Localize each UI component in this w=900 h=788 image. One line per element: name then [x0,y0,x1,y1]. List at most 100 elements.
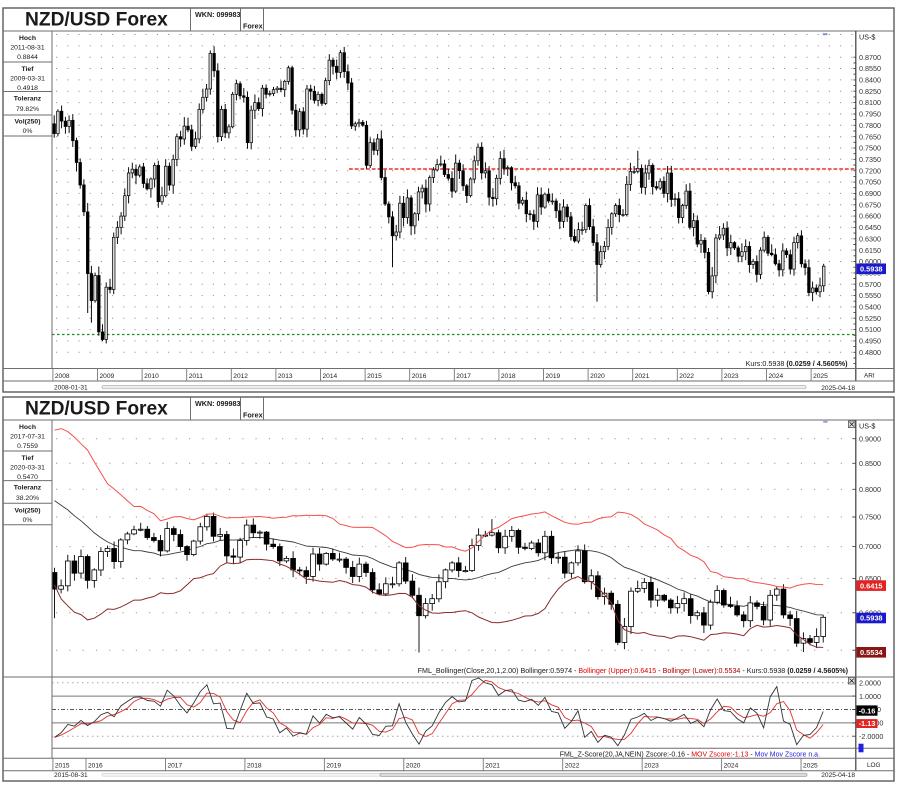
svg-text:38.20%: 38.20% [16,495,39,502]
svg-text:2015-08-31: 2015-08-31 [54,772,88,779]
svg-text:2017: 2017 [167,763,182,770]
svg-text:0.5700: 0.5700 [859,280,881,289]
svg-text:2011: 2011 [189,373,204,380]
svg-text:2009: 2009 [100,373,115,380]
svg-text:0.7000: 0.7000 [859,542,881,551]
svg-text:0.7050: 0.7050 [859,178,881,187]
svg-text:0%: 0% [23,517,33,524]
svg-text:0.6450: 0.6450 [859,223,881,232]
svg-text:2025: 2025 [813,373,828,380]
svg-text:-0.16: -0.16 [859,706,876,715]
svg-text:Tief: Tief [22,455,35,462]
svg-text:0.7350: 0.7350 [859,155,881,164]
svg-text:-1.13: -1.13 [859,719,876,728]
svg-text:2012: 2012 [233,373,248,380]
svg-text:0.5550: 0.5550 [859,291,881,300]
svg-text:0.5534: 0.5534 [860,648,883,657]
svg-text:0.8844: 0.8844 [17,54,38,61]
svg-text:2010: 2010 [144,373,159,380]
svg-text:0.4918: 0.4918 [17,85,38,92]
svg-text:79.82%: 79.82% [16,106,39,113]
svg-text:0.4950: 0.4950 [859,337,881,346]
svg-text:0.9000: 0.9000 [859,434,881,443]
svg-text:WKN: 099983: WKN: 099983 [195,399,241,408]
svg-text:2020: 2020 [406,763,421,770]
svg-text:0.7950: 0.7950 [859,110,881,119]
svg-text:0.6750: 0.6750 [859,200,881,209]
svg-text:0.5100: 0.5100 [859,325,881,334]
svg-text:2014: 2014 [323,373,338,380]
svg-text:2021: 2021 [635,373,650,380]
svg-text:Vol(250): Vol(250) [15,119,41,126]
svg-text:Forex: Forex [243,411,263,420]
svg-text:2022: 2022 [679,373,694,380]
svg-text:Toleranz: Toleranz [14,96,42,103]
svg-text:2015: 2015 [367,373,382,380]
svg-text:2025-04-18: 2025-04-18 [821,385,855,392]
svg-text:2013: 2013 [278,373,293,380]
svg-text:0.5250: 0.5250 [859,314,881,323]
svg-text:0.6150: 0.6150 [859,246,881,255]
svg-text:FML_Bollinger(Close,20,1,2.00): FML_Bollinger(Close,20,1,2.00) Bollinger… [418,667,849,675]
svg-text:US-$: US-$ [859,422,875,431]
svg-text:2008: 2008 [55,373,70,380]
svg-text:0.5938: 0.5938 [860,614,883,623]
svg-text:0.8000: 0.8000 [859,485,881,494]
svg-text:0.7559: 0.7559 [17,443,38,450]
svg-text:2019: 2019 [546,373,561,380]
svg-text:0.7500: 0.7500 [859,144,881,153]
svg-text:0.6500: 0.6500 [859,574,881,583]
svg-text:2023: 2023 [724,373,739,380]
svg-text:0.6415: 0.6415 [860,581,883,590]
svg-text:2009-03-31: 2009-03-31 [10,75,45,82]
svg-text:1.0000: 1.0000 [859,692,881,701]
svg-text:0.6600: 0.6600 [859,212,881,221]
svg-text:0.8400: 0.8400 [859,76,881,85]
svg-text:2020: 2020 [590,373,605,380]
svg-text:2020-03-31: 2020-03-31 [10,464,45,471]
svg-text:0.6000: 0.6000 [859,257,881,266]
svg-text:-2.0000: -2.0000 [859,732,883,741]
svg-text:2019: 2019 [326,763,341,770]
svg-text:2017-07-31: 2017-07-31 [10,433,45,440]
svg-text:Toleranz: Toleranz [14,485,42,492]
svg-text:0.8250: 0.8250 [859,87,881,96]
svg-text:2011-08-31: 2011-08-31 [10,44,44,51]
svg-text:2018: 2018 [501,373,516,380]
svg-text:0.5938: 0.5938 [860,265,883,274]
svg-text:2017: 2017 [456,373,471,380]
svg-text:2022: 2022 [565,763,580,770]
svg-text:Tief: Tief [22,66,35,73]
svg-text:0.8550: 0.8550 [859,64,881,73]
svg-text:0.5400: 0.5400 [859,303,881,312]
svg-text:0.7200: 0.7200 [859,166,881,175]
svg-text:2024: 2024 [769,373,784,380]
svg-text:Hoch: Hoch [19,424,36,431]
svg-text:0.8500: 0.8500 [859,459,881,468]
svg-text:Kurs:0.5938 (0.0259 / 4.5605%): Kurs:0.5938 (0.0259 / 4.5605%) [746,359,849,368]
svg-text:2008-01-31: 2008-01-31 [54,385,88,392]
svg-text:2015: 2015 [55,763,70,770]
svg-text:2016: 2016 [412,373,427,380]
svg-text:2018: 2018 [247,763,262,770]
svg-text:2025: 2025 [803,763,818,770]
svg-text:0.7650: 0.7650 [859,132,881,141]
svg-text:2016: 2016 [88,763,103,770]
svg-text:Hoch: Hoch [19,35,36,42]
svg-text:NZD/USD Forex: NZD/USD Forex [25,10,168,31]
svg-text:ARI: ARI [864,373,875,380]
svg-text:0%: 0% [23,128,33,135]
svg-text:0.7800: 0.7800 [859,121,881,130]
svg-text:Forex: Forex [243,22,263,31]
svg-text:2021: 2021 [485,763,500,770]
svg-text:0.8700: 0.8700 [859,53,881,62]
svg-text:Vol(250): Vol(250) [15,508,41,515]
svg-text:0.7500: 0.7500 [859,513,881,522]
svg-text:2023: 2023 [644,763,659,770]
svg-text:LOG: LOG [867,762,881,769]
svg-text:2024: 2024 [724,763,739,770]
svg-text:US-$: US-$ [859,33,875,42]
svg-text:0.4800: 0.4800 [859,348,881,357]
svg-text:0.6900: 0.6900 [859,189,881,198]
svg-text:FML_Z-Score(20,JA,NEIN) Zscore: FML_Z-Score(20,JA,NEIN) Zscore:-0.16 - M… [560,752,820,759]
